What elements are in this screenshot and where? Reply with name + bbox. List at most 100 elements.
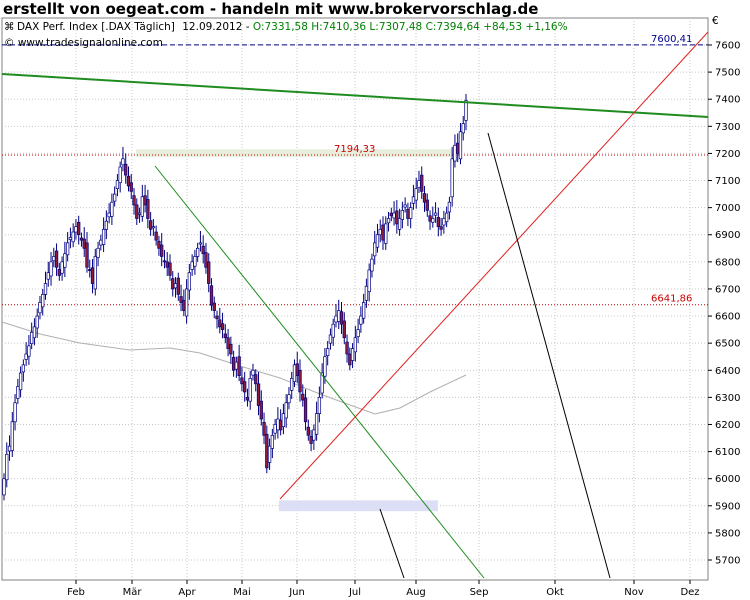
candle-body-34	[96, 247, 100, 258]
candle-body-45	[126, 175, 131, 187]
x-tick-label-Apr: Apr	[178, 587, 196, 598]
x-tick-label-Mai: Mai	[233, 587, 251, 598]
candle-body-23	[65, 242, 70, 256]
level-label-2: 6641,86	[651, 294, 692, 305]
candle-body-126	[350, 348, 355, 361]
candle-body-146	[406, 208, 410, 219]
candle-body-72	[201, 245, 205, 255]
candle-body-161	[447, 201, 452, 213]
candle-body-129	[359, 315, 363, 325]
candle-body-32	[90, 267, 95, 284]
candle-body-69	[193, 256, 197, 267]
candle-body-92	[256, 383, 261, 406]
candle-body-102	[284, 402, 288, 419]
candle-body-91	[254, 374, 258, 385]
candle-body-139	[386, 218, 391, 224]
y-tick-label-6600: 6600	[715, 312, 740, 323]
candle-body-141	[392, 212, 396, 219]
candle-body-51	[143, 195, 147, 206]
candle-body-150	[417, 180, 421, 188]
candle-body-128	[356, 329, 360, 338]
candle-body-22	[63, 253, 67, 268]
candle-body-111	[309, 436, 313, 444]
candle-body-78	[218, 319, 222, 328]
candle-body-151	[420, 174, 424, 192]
candle-body-148	[411, 196, 416, 204]
candle-body-152	[422, 193, 427, 203]
candle-body-157	[436, 217, 440, 227]
candle-body-145	[403, 204, 407, 208]
candle-body-95	[265, 433, 269, 469]
candle-body-65	[182, 299, 186, 311]
candle-body-116	[323, 356, 327, 377]
candle-body-107	[298, 369, 302, 393]
candle-body-127	[353, 337, 357, 353]
candle-body-134	[373, 242, 377, 257]
moving-average	[1, 321, 467, 415]
candle-body-156	[433, 212, 438, 216]
candle-body-48	[135, 204, 139, 219]
candle-body-113	[314, 413, 319, 435]
black-line-upper	[487, 132, 611, 579]
red-uptrend-line	[279, 31, 709, 500]
y-tick-label-7200: 7200	[715, 149, 740, 160]
candle-body-47	[132, 195, 136, 206]
candle-body-41	[115, 180, 120, 190]
candle-body-25	[71, 231, 75, 243]
y-tick-label-5700: 5700	[715, 556, 740, 567]
y-tick-label-6200: 6200	[715, 420, 740, 431]
candle-body-94	[262, 421, 266, 436]
candle-body-110	[306, 426, 310, 436]
y-tick-label-6500: 6500	[715, 339, 740, 350]
y-tick-label-7400: 7400	[715, 95, 740, 106]
candle-body-12	[35, 315, 39, 329]
candle-body-40	[113, 193, 117, 202]
candle-body-166	[461, 123, 465, 134]
candle-body-52	[146, 199, 150, 219]
candle-body-77	[215, 315, 219, 320]
y-tick-label-7000: 7000	[715, 203, 740, 214]
candle-body-67	[187, 272, 192, 291]
price-levels: 7600,41 7194,33 6641,86	[2, 34, 708, 306]
candle-body-76	[212, 302, 216, 311]
candle-body-3	[10, 421, 14, 451]
candle-body-97	[270, 434, 274, 449]
candle-body-143	[397, 218, 402, 230]
candle-body-104	[290, 378, 294, 391]
candle-body-49	[137, 212, 142, 215]
candle-body-8	[24, 353, 28, 360]
candle-body-117	[326, 348, 330, 356]
candle-body-96	[267, 445, 272, 463]
currency-symbol: €	[712, 15, 719, 27]
candle-body-20	[57, 269, 61, 276]
x-tick-label-Dez: Dez	[680, 587, 699, 598]
candle-body-57	[160, 244, 164, 257]
candle-body-1	[5, 453, 9, 481]
y-tick-label-7500: 7500	[715, 68, 740, 79]
candle-body-121	[337, 310, 341, 322]
grid-lines	[2, 18, 708, 580]
y-tick-label-7300: 7300	[715, 122, 740, 133]
candle-body-39	[110, 201, 114, 217]
candle-body-85	[237, 356, 241, 377]
y-tick-label-6900: 6900	[715, 230, 740, 241]
y-tick-label-7100: 7100	[715, 176, 740, 187]
level-label-0: 7600,41	[651, 34, 692, 45]
candle-body-123	[342, 320, 346, 339]
candle-body-27	[77, 221, 81, 236]
candle-body-103	[287, 394, 291, 404]
candle-body-109	[303, 397, 308, 423]
candle-body-19	[54, 250, 59, 268]
candle-body-153	[425, 199, 429, 211]
candle-body-120	[334, 315, 338, 323]
header-ohlc: O:7331,58 H:7410,36 L:7307,48 C:7394,64 …	[253, 21, 568, 33]
candle-body-10	[30, 331, 34, 345]
x-tick-label-Nov: Nov	[624, 587, 644, 598]
candle-body-24	[68, 237, 73, 240]
resistance-zone	[136, 149, 452, 158]
candle-body-13	[38, 302, 42, 314]
candle-body-59	[165, 261, 169, 268]
candle-body-70	[196, 247, 200, 257]
y-tick-label-5900: 5900	[715, 501, 740, 512]
candle-body-33	[93, 256, 97, 290]
